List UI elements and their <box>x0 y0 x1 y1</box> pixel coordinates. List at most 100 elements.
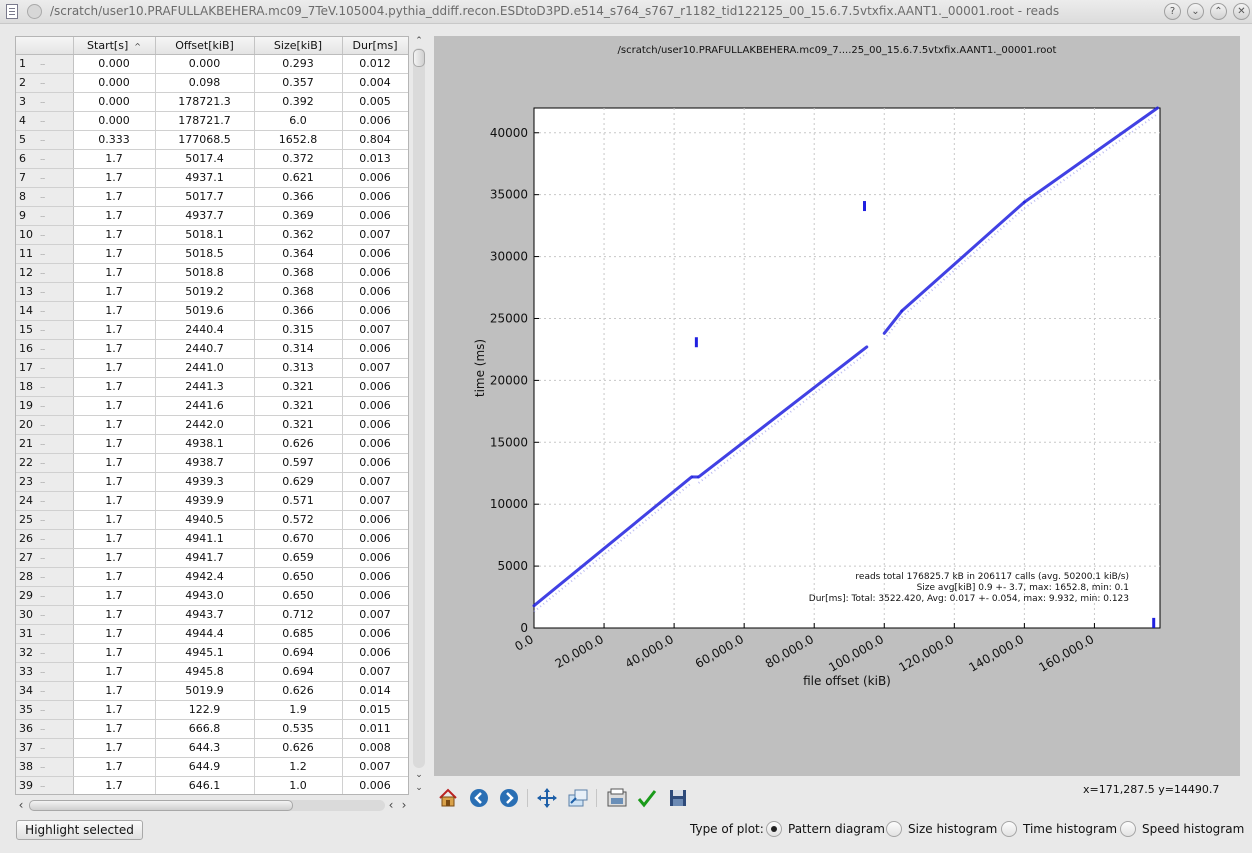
start-cell[interactable]: 1.7 <box>73 757 156 777</box>
row-number[interactable]: 20 <box>16 415 74 435</box>
duration-cell[interactable]: 0.006 <box>342 510 408 530</box>
size-cell[interactable]: 1652.8 <box>254 130 343 150</box>
start-cell[interactable]: 0.000 <box>73 92 156 112</box>
size-cell[interactable]: 0.369 <box>254 206 343 226</box>
row-number[interactable]: 35 <box>16 700 74 720</box>
row-number[interactable]: 17 <box>16 358 74 378</box>
offset-cell[interactable]: 644.9 <box>155 757 255 777</box>
size-cell[interactable]: 0.357 <box>254 73 343 93</box>
offset-cell[interactable]: 4941.1 <box>155 529 255 549</box>
duration-cell[interactable]: 0.007 <box>342 320 408 340</box>
duration-cell[interactable]: 0.006 <box>342 567 408 587</box>
column-header-size[interactable]: Size[kiB] <box>254 37 343 55</box>
offset-cell[interactable]: 4941.7 <box>155 548 255 568</box>
highlight-selected-button[interactable]: Highlight selected <box>16 820 143 840</box>
scroll-right-arrow-icon[interactable]: › <box>401 798 407 812</box>
start-cell[interactable]: 1.7 <box>73 282 156 302</box>
close-button[interactable]: ✕ <box>1233 3 1250 20</box>
row-number[interactable]: 15 <box>16 320 74 340</box>
pan-icon[interactable] <box>535 786 559 810</box>
duration-cell[interactable]: 0.006 <box>342 301 408 321</box>
duration-cell[interactable]: 0.006 <box>342 529 408 549</box>
start-cell[interactable]: 1.7 <box>73 548 156 568</box>
offset-cell[interactable]: 5019.6 <box>155 301 255 321</box>
row-number[interactable]: 18 <box>16 377 74 397</box>
duration-cell[interactable]: 0.006 <box>342 111 408 131</box>
duration-cell[interactable]: 0.007 <box>342 472 408 492</box>
row-number[interactable]: 24 <box>16 491 74 511</box>
offset-cell[interactable]: 4945.1 <box>155 643 255 663</box>
offset-cell[interactable]: 4944.4 <box>155 624 255 644</box>
size-cell[interactable]: 0.626 <box>254 434 343 454</box>
offset-cell[interactable]: 2440.4 <box>155 320 255 340</box>
offset-cell[interactable]: 5018.5 <box>155 244 255 264</box>
zoom-icon[interactable] <box>566 786 590 810</box>
offset-cell[interactable]: 4942.4 <box>155 567 255 587</box>
offset-cell[interactable]: 2442.0 <box>155 415 255 435</box>
row-number[interactable]: 22 <box>16 453 74 473</box>
duration-cell[interactable]: 0.006 <box>342 244 408 264</box>
duration-cell[interactable]: 0.006 <box>342 776 408 794</box>
start-cell[interactable]: 1.7 <box>73 187 156 207</box>
size-cell[interactable]: 0.321 <box>254 396 343 416</box>
size-cell[interactable]: 0.694 <box>254 662 343 682</box>
size-cell[interactable]: 1.9 <box>254 700 343 720</box>
scrollbar-track[interactable] <box>413 48 425 768</box>
pin-window-icon[interactable] <box>27 4 42 19</box>
size-cell[interactable]: 0.321 <box>254 377 343 397</box>
duration-cell[interactable]: 0.006 <box>342 453 408 473</box>
offset-cell[interactable]: 4937.1 <box>155 168 255 188</box>
row-number[interactable]: 4 <box>16 111 74 131</box>
configure-subplots-icon[interactable] <box>605 786 629 810</box>
size-cell[interactable]: 0.597 <box>254 453 343 473</box>
start-cell[interactable]: 1.7 <box>73 776 156 794</box>
row-number[interactable]: 1 <box>16 54 74 74</box>
start-cell[interactable]: 1.7 <box>73 168 156 188</box>
offset-cell[interactable]: 2440.7 <box>155 339 255 359</box>
offset-cell[interactable]: 5017.4 <box>155 149 255 169</box>
start-cell[interactable]: 1.7 <box>73 206 156 226</box>
duration-cell[interactable]: 0.007 <box>342 358 408 378</box>
duration-cell[interactable]: 0.007 <box>342 662 408 682</box>
offset-cell[interactable]: 4938.1 <box>155 434 255 454</box>
table-horizontal-scrollbar[interactable]: ‹ ‹ › <box>15 798 409 812</box>
size-cell[interactable]: 1.0 <box>254 776 343 794</box>
row-number[interactable]: 37 <box>16 738 74 758</box>
scroll-left-arrow-icon[interactable]: ‹ <box>18 798 24 812</box>
offset-cell[interactable]: 644.3 <box>155 738 255 758</box>
start-cell[interactable]: 1.7 <box>73 510 156 530</box>
offset-cell[interactable]: 646.1 <box>155 776 255 794</box>
row-number[interactable]: 10 <box>16 225 74 245</box>
start-cell[interactable]: 0.333 <box>73 130 156 150</box>
row-number[interactable]: 39 <box>16 776 74 794</box>
duration-cell[interactable]: 0.804 <box>342 130 408 150</box>
row-number[interactable]: 11 <box>16 244 74 264</box>
size-cell[interactable]: 0.626 <box>254 738 343 758</box>
offset-cell[interactable]: 5018.1 <box>155 225 255 245</box>
offset-cell[interactable]: 4939.3 <box>155 472 255 492</box>
size-cell[interactable]: 0.621 <box>254 168 343 188</box>
duration-cell[interactable]: 0.014 <box>342 681 408 701</box>
start-cell[interactable]: 1.7 <box>73 339 156 359</box>
row-number[interactable]: 38 <box>16 757 74 777</box>
offset-cell[interactable]: 4945.8 <box>155 662 255 682</box>
offset-cell[interactable]: 4938.7 <box>155 453 255 473</box>
size-cell[interactable]: 0.626 <box>254 681 343 701</box>
offset-cell[interactable]: 2441.3 <box>155 377 255 397</box>
start-cell[interactable]: 1.7 <box>73 719 156 739</box>
back-icon[interactable] <box>467 786 491 810</box>
duration-cell[interactable]: 0.012 <box>342 54 408 74</box>
